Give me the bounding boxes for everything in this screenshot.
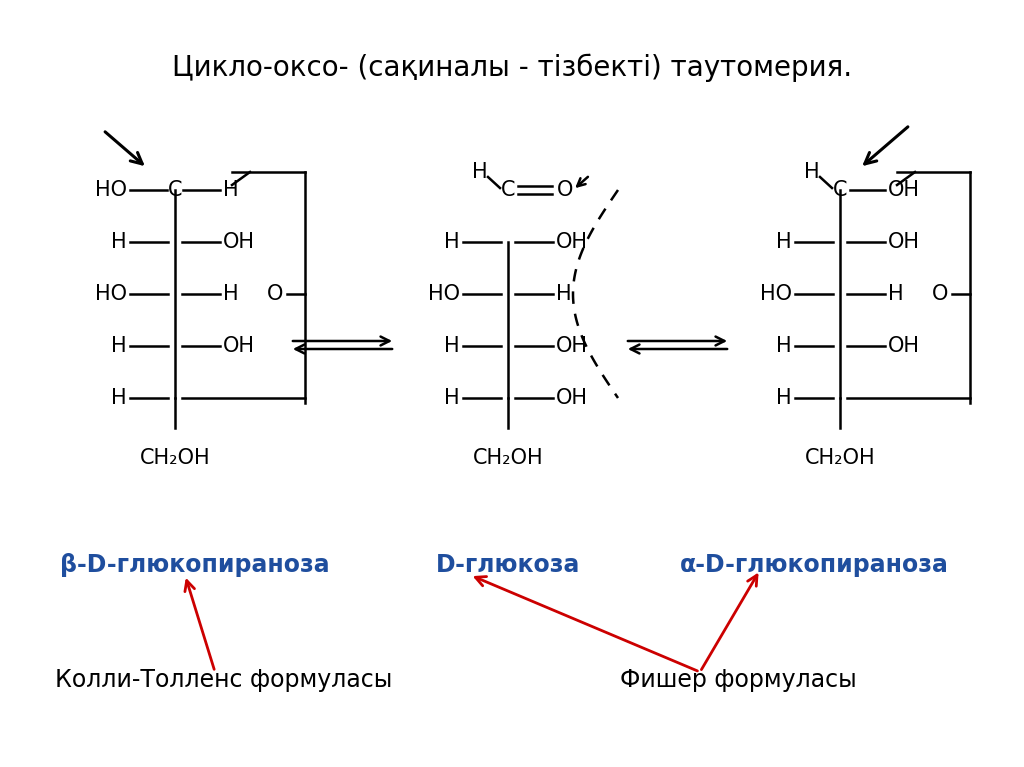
- Text: H: H: [112, 232, 127, 252]
- Text: H: H: [444, 388, 460, 408]
- Text: OH: OH: [556, 388, 588, 408]
- Text: C: C: [833, 180, 847, 200]
- Text: O: O: [932, 284, 948, 304]
- Text: CH₂OH: CH₂OH: [473, 448, 544, 468]
- Text: H: H: [556, 284, 571, 304]
- Text: α-D-глюкопираноза: α-D-глюкопираноза: [680, 553, 949, 577]
- Text: Цикло-оксо- (сақиналы - тізбекті) таутомерия.: Цикло-оксо- (сақиналы - тізбекті) таутом…: [172, 54, 852, 82]
- Text: C: C: [168, 180, 182, 200]
- Text: H: H: [444, 232, 460, 252]
- Text: Фишер формуласы: Фишер формуласы: [620, 668, 857, 692]
- Text: H: H: [444, 336, 460, 356]
- Text: OH: OH: [556, 232, 588, 252]
- Text: C: C: [501, 180, 515, 200]
- Text: OH: OH: [888, 232, 920, 252]
- Text: OH: OH: [223, 232, 255, 252]
- Text: H: H: [776, 232, 792, 252]
- Text: β-D-глюкопираноза: β-D-глюкопираноза: [60, 553, 330, 577]
- Text: OH: OH: [556, 336, 588, 356]
- Text: H: H: [112, 388, 127, 408]
- Text: D-глюкоза: D-глюкоза: [436, 553, 581, 577]
- Text: H: H: [776, 388, 792, 408]
- Text: OH: OH: [888, 336, 920, 356]
- Text: HO: HO: [428, 284, 460, 304]
- Text: H: H: [776, 336, 792, 356]
- Text: Колли-Толленс формуласы: Колли-Толленс формуласы: [55, 668, 392, 692]
- Text: H: H: [223, 180, 239, 200]
- Text: HO: HO: [760, 284, 792, 304]
- Text: H: H: [112, 336, 127, 356]
- Text: OH: OH: [223, 336, 255, 356]
- Text: OH: OH: [888, 180, 920, 200]
- Text: HO: HO: [95, 180, 127, 200]
- Text: CH₂OH: CH₂OH: [139, 448, 210, 468]
- Text: O: O: [267, 284, 284, 304]
- Text: H: H: [804, 162, 820, 182]
- Text: H: H: [888, 284, 903, 304]
- Text: HO: HO: [95, 284, 127, 304]
- Text: CH₂OH: CH₂OH: [805, 448, 876, 468]
- Text: O: O: [557, 180, 573, 200]
- Text: H: H: [223, 284, 239, 304]
- Text: H: H: [472, 162, 487, 182]
